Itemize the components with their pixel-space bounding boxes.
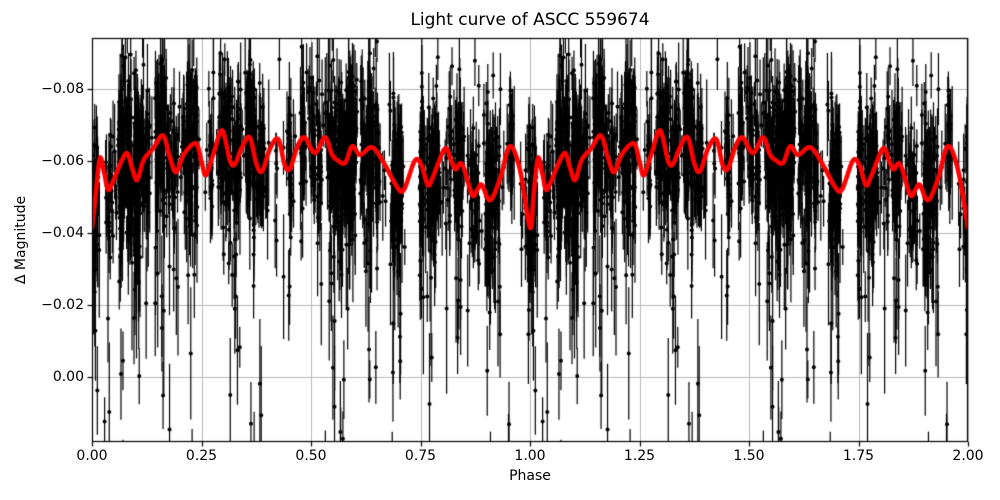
y-tick-label: −0.04 — [41, 224, 84, 241]
x-tick-label: 1.75 — [842, 448, 875, 464]
x-tick-label: 1.00 — [514, 448, 546, 464]
y-tick-label: −0.02 — [41, 296, 84, 313]
x-tick-label: 0.75 — [404, 448, 437, 464]
x-tick-label: 2.00 — [952, 448, 984, 464]
x-tick-label: 1.50 — [733, 448, 765, 464]
chart-title: Light curve of ASCC 559674 — [410, 10, 650, 30]
x-tick-label: 0.25 — [185, 448, 218, 464]
y-tick-label: 0.00 — [52, 369, 84, 386]
x-tick-label: 1.25 — [623, 448, 656, 464]
y-tick-label: −0.08 — [41, 80, 84, 97]
y-tick-label: −0.06 — [41, 152, 84, 169]
x-axis-label: Phase — [509, 468, 551, 484]
x-tick-label: 0.50 — [295, 448, 327, 464]
x-tick-label: 0.00 — [76, 448, 108, 464]
